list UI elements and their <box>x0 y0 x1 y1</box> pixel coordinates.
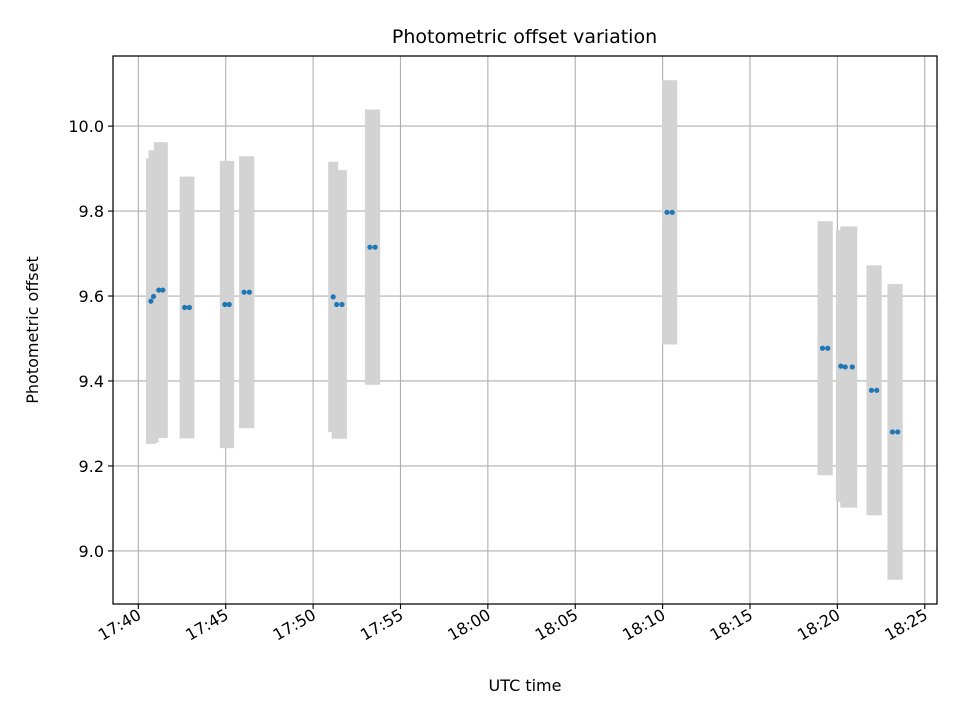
y-tick-label: 9.6 <box>79 287 104 306</box>
data-point <box>849 364 855 370</box>
y-tick-label: 9.2 <box>79 457 104 476</box>
y-axis-label: Photometric offset <box>23 256 42 404</box>
data-point <box>664 209 670 215</box>
data-point <box>339 301 345 308</box>
data-point <box>819 345 826 351</box>
point-layer <box>148 209 901 435</box>
grid-layer <box>113 56 937 604</box>
data-point <box>246 289 252 295</box>
data-point <box>825 345 831 351</box>
data-point <box>372 244 378 250</box>
data-point <box>241 289 247 295</box>
data-point <box>838 363 844 369</box>
chart-title: Photometric offset variation <box>392 26 657 48</box>
data-point <box>148 298 154 304</box>
y-tick-label: 9.0 <box>79 542 104 561</box>
y-tick-label: 10.0 <box>68 117 104 136</box>
data-point <box>367 244 373 250</box>
data-point <box>182 304 188 311</box>
data-point <box>868 387 875 393</box>
data-point <box>160 287 166 293</box>
data-point <box>186 304 192 311</box>
y-tick-label: 9.8 <box>79 202 104 221</box>
data-point <box>895 429 901 435</box>
data-point <box>334 301 340 308</box>
data-point <box>669 209 675 215</box>
data-point <box>330 294 336 300</box>
data-point <box>889 429 896 435</box>
data-point <box>222 301 228 308</box>
data-point <box>842 364 848 370</box>
plot-frame <box>112 55 938 605</box>
y-axis-ticks: 9.0 9.2 9.4 9.6 9.8 10.0 <box>68 117 113 561</box>
data-point <box>156 287 162 293</box>
data-point <box>874 387 880 393</box>
y-tick-label: 9.4 <box>79 372 104 391</box>
data-point <box>226 301 232 308</box>
data-point <box>150 293 157 300</box>
x-axis-label: UTC time <box>489 676 562 695</box>
